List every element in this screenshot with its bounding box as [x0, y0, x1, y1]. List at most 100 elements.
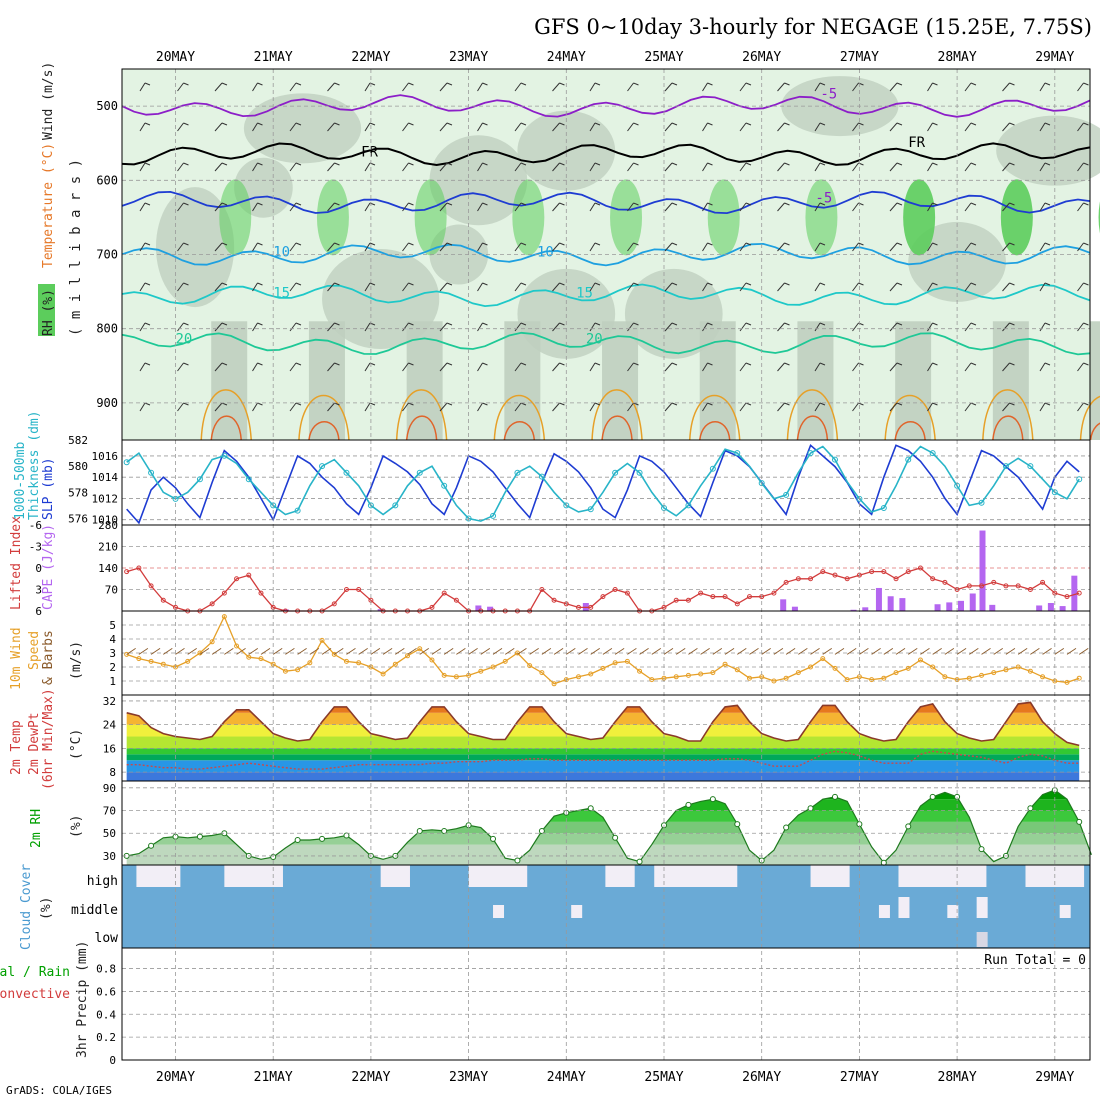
wind-barb: [761, 648, 771, 655]
rh-point: [880, 859, 887, 866]
wind-speed-point: [343, 658, 349, 664]
wind-barb: [675, 648, 686, 655]
cape-bar: [1071, 575, 1078, 611]
cape-bar: [862, 607, 869, 611]
wind-barb: [589, 122, 601, 132]
wind-speed-point: [282, 668, 288, 674]
wind-barb: [252, 202, 263, 212]
wind-barb: [964, 82, 977, 92]
wind-barb: [739, 202, 752, 212]
isotherm-warmer: [601, 415, 633, 441]
wind-barb: [402, 362, 414, 372]
lifted-index-point: [869, 569, 875, 575]
wind-speed-line: [126, 615, 1080, 685]
wind-speed-point: [832, 665, 838, 671]
wind-barb: [1002, 202, 1015, 212]
wind-barb: [402, 122, 414, 132]
isotherm-warm: [591, 389, 643, 441]
li-tick-label: 0: [35, 562, 42, 575]
wind-barb: [889, 242, 903, 252]
date-label-bottom: 23MAY: [449, 1070, 488, 1085]
cloud-clear-gap: [136, 865, 181, 887]
wind-barb: [139, 122, 151, 132]
lifted-index-point: [234, 576, 240, 582]
precip-units: 3hr Precip (mm): [75, 941, 90, 1058]
cape-bar: [780, 599, 787, 611]
rh-tick-label: 30: [103, 850, 116, 863]
wind-barb: [187, 648, 197, 655]
date-label-bottom: 26MAY: [742, 1070, 781, 1085]
wind-speed-point: [405, 653, 411, 659]
rh2m-units: (%): [69, 815, 84, 838]
wind-barb: [477, 82, 488, 92]
slp-label: SLP (mb): [41, 457, 56, 520]
temp-panel-units: (°C): [69, 729, 84, 760]
wind-barb: [214, 242, 228, 252]
lifted-index-point: [1015, 583, 1021, 589]
rh-band: [126, 810, 1090, 822]
thickness-point: [734, 450, 741, 457]
li-tick-label: -3: [29, 541, 42, 554]
wind-barb: [163, 648, 173, 655]
wind-barb: [272, 648, 283, 655]
isotherm-label: 15: [273, 286, 290, 302]
wind-speed-point: [783, 675, 789, 681]
rh-point: [1027, 805, 1034, 812]
wind-barb: [702, 202, 713, 212]
isotherm-warm: [786, 389, 839, 441]
wind-barb: [852, 402, 864, 412]
wind-speed-point: [209, 639, 215, 645]
rh-point: [148, 842, 155, 849]
lifted-index-point: [221, 590, 227, 596]
cape-tick-label: 210: [98, 541, 118, 554]
wind-barb: [627, 162, 639, 172]
wind-speed-point: [1076, 675, 1082, 681]
wind-barb: [138, 648, 149, 655]
cloud-clear-gap: [571, 905, 583, 918]
wind-barb: [541, 648, 552, 655]
date-label-top: 24MAY: [547, 50, 586, 65]
rh-point: [441, 827, 448, 834]
wind-speed-point: [1027, 668, 1033, 674]
rh-point: [929, 793, 936, 800]
wind-barb: [822, 648, 833, 655]
wind-barb: [439, 122, 453, 132]
lifted-index-point: [429, 604, 435, 610]
cape-bar: [989, 604, 996, 611]
cape-tick-label: 280: [98, 519, 118, 532]
wind-barb: [1002, 242, 1015, 252]
wind-barb: [1077, 402, 1089, 412]
wind-barb: [889, 322, 903, 332]
wind-panel-label-2: Speed: [27, 631, 42, 670]
wind-speed-point: [539, 670, 545, 676]
wind-speed-point: [991, 670, 997, 676]
wind-barb: [364, 122, 376, 132]
date-label-bottom: 21MAY: [254, 1070, 293, 1085]
cape-tick-label: 140: [98, 562, 118, 575]
date-label-top: 29MAY: [1035, 50, 1074, 65]
wind-barb: [1039, 82, 1051, 92]
wind-barb: [285, 648, 295, 655]
wind-barb: [439, 162, 453, 172]
wind-barb: [1077, 82, 1089, 92]
wind-barb: [920, 648, 930, 655]
wind-barb: [702, 82, 713, 92]
date-label-top: 20MAY: [156, 50, 195, 65]
rh-point: [1076, 818, 1083, 825]
wind-barb: [492, 648, 503, 655]
rh-band: [126, 833, 1090, 845]
wind-speed-point: [685, 672, 691, 678]
date-label-bottom: 28MAY: [938, 1070, 977, 1085]
wind-barb: [566, 648, 576, 655]
wind-barb: [702, 242, 713, 252]
wind-barb: [514, 122, 527, 132]
wind-barb: [927, 162, 938, 172]
wind-speed-point: [160, 661, 166, 667]
wind-barb: [964, 122, 977, 132]
wind-barb: [777, 282, 790, 292]
wind-barb: [964, 202, 977, 212]
rh-high-region: [316, 179, 349, 256]
lifted-index-point: [905, 569, 911, 575]
wind-barb: [688, 648, 698, 655]
thickness-point: [831, 456, 838, 463]
